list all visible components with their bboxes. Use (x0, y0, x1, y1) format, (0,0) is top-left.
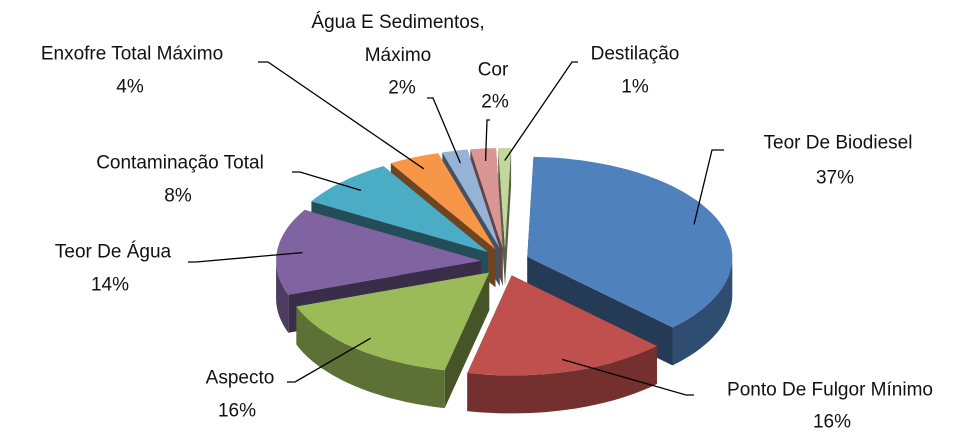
value-label: 8% (164, 185, 192, 207)
slice-wall (296, 306, 445, 409)
slice-side (498, 148, 505, 286)
value-label: 14% (90, 274, 130, 296)
value-label: 16% (217, 400, 257, 422)
leader-line (427, 97, 461, 164)
slice-top (467, 275, 657, 376)
slice-top (498, 148, 512, 248)
leader-line (484, 119, 490, 161)
slice-top (442, 149, 500, 249)
slice-top (390, 153, 496, 250)
category-label: Água E Sedimentos, Máximo (311, 12, 485, 66)
leader-line (561, 358, 694, 396)
category-label: Cor (477, 59, 509, 81)
slice (296, 272, 490, 409)
slice-top (276, 209, 482, 295)
slice-wall (672, 256, 733, 366)
value-label: 37% (815, 167, 855, 189)
slice-top (527, 156, 733, 328)
slice-top (470, 148, 503, 249)
category-label: Aspecto (205, 367, 275, 389)
slice-top (296, 272, 490, 371)
category-label: Teor De Biodiesel (763, 132, 913, 154)
slice-side (505, 148, 512, 286)
category-label: Enxofre Total Máximo (40, 43, 224, 65)
value-label: 2% (481, 91, 509, 113)
slice-wall (467, 346, 657, 414)
value-label: 1% (621, 76, 649, 98)
slice (467, 275, 657, 414)
value-label: 2% (388, 77, 416, 99)
category-label: Contaminação Total (96, 152, 264, 174)
value-label: 16% (812, 411, 852, 432)
leader-line (258, 61, 425, 170)
category-label: Teor De Água (54, 241, 172, 263)
leader-line (693, 149, 724, 225)
slice-wall (276, 260, 289, 333)
value-label: 4% (116, 76, 144, 98)
leader-line (188, 251, 303, 263)
slice (498, 148, 512, 286)
leader-line (292, 171, 362, 191)
leader-line (504, 61, 578, 161)
leader-line (287, 337, 372, 383)
category-label: Ponto De Fulgor Mínimo (727, 379, 933, 401)
category-label: Destilação (590, 43, 680, 65)
slice-top (311, 166, 488, 253)
